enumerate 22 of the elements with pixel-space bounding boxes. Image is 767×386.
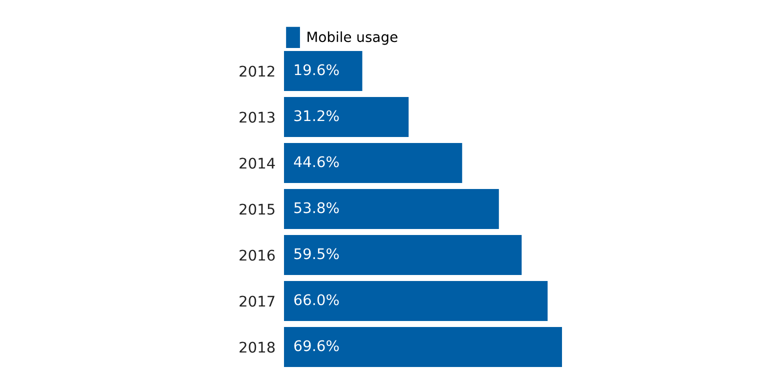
bar	[284, 96, 409, 138]
data-label: 53.8%	[294, 202, 339, 214]
data-label: 44.6%	[294, 156, 339, 168]
data-label: 66.0%	[294, 294, 339, 306]
bar	[284, 234, 522, 276]
data-label: 31.2%	[294, 110, 339, 122]
bar	[284, 280, 548, 322]
data-label: 69.6%	[294, 340, 339, 352]
y-tick-label: 2018	[240, 342, 275, 353]
data-label: 59.5%	[294, 248, 339, 260]
y-tick-label: 2013	[240, 112, 274, 123]
y-tick-label: 2017	[240, 296, 274, 307]
bar	[284, 142, 462, 184]
data-label: 19.6%	[294, 64, 339, 76]
y-tick-label: 2014	[240, 158, 275, 169]
bar	[284, 188, 499, 230]
y-tick-label: 2016	[240, 250, 275, 261]
y-tick-label: 2015	[240, 204, 274, 215]
y-tick-label: 2012	[240, 66, 274, 77]
legend-label: Mobile usage	[308, 31, 398, 45]
bar	[284, 326, 562, 368]
bar	[284, 50, 362, 92]
